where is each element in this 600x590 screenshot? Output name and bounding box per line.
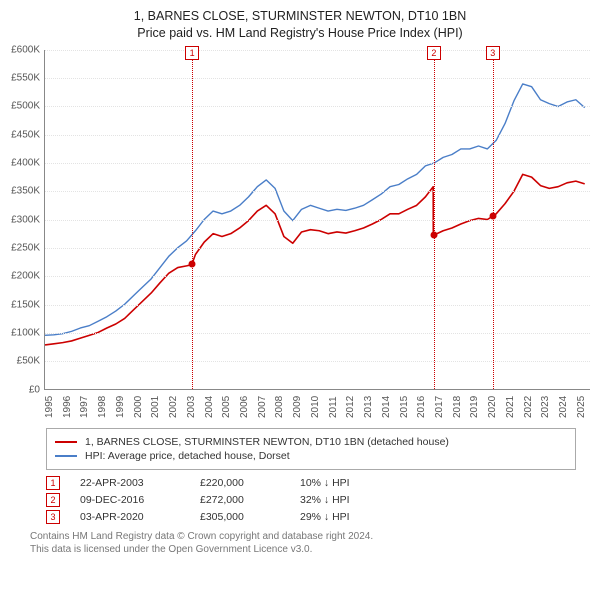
gridline — [45, 305, 590, 306]
x-tick-label: 2007 — [257, 396, 259, 418]
x-tick-label: 2016 — [416, 396, 418, 418]
event-row: 3 03-APR-2020 £305,000 29% ↓ HPI — [46, 510, 576, 524]
x-tick-label: 2024 — [558, 396, 560, 418]
y-tick-label: £0 — [0, 384, 40, 395]
x-tick-label: 2012 — [345, 396, 347, 418]
y-tick-label: £100K — [0, 328, 40, 339]
gridline — [45, 135, 590, 136]
x-tick-label: 2025 — [576, 396, 578, 418]
gridline — [45, 163, 590, 164]
x-tick-label: 2009 — [292, 396, 294, 418]
events-table: 1 22-APR-2003 £220,000 10% ↓ HPI 2 09-DEC-201… — [46, 476, 576, 524]
chart: £0£50K£100K£150K£200K£250K£300K£350K£400… — [30, 50, 590, 420]
x-tick-label: 2015 — [399, 396, 401, 418]
x-tick-label: 1995 — [44, 396, 46, 418]
x-tick-label: 2021 — [505, 396, 507, 418]
series-line — [45, 174, 585, 345]
gridline — [45, 50, 590, 51]
x-tick-label: 2013 — [363, 396, 365, 418]
x-tick-label: 2008 — [274, 396, 276, 418]
event-price: £305,000 — [200, 511, 280, 523]
series-line — [45, 84, 585, 335]
x-tick-label: 1998 — [97, 396, 99, 418]
gridline — [45, 78, 590, 79]
event-diff: 29% ↓ HPI — [300, 511, 390, 523]
legend-label: 1, BARNES CLOSE, STURMINSTER NEWTON, DT1… — [85, 436, 449, 448]
x-tick-label: 2001 — [150, 396, 152, 418]
legend-swatch — [55, 441, 77, 443]
legend: 1, BARNES CLOSE, STURMINSTER NEWTON, DT1… — [46, 428, 576, 470]
x-tick-label: 1999 — [115, 396, 117, 418]
plot-area: 123 — [44, 50, 590, 390]
x-tick-label: 2010 — [310, 396, 312, 418]
event-date: 09-DEC-2016 — [80, 494, 180, 506]
x-tick-label: 2011 — [328, 396, 330, 418]
marker-line — [434, 50, 435, 389]
y-tick-label: £300K — [0, 214, 40, 225]
marker-badge: 1 — [185, 46, 199, 60]
x-axis: 1995 1996 1997 1998 1999 2000 2001 2002 2003 2004… — [44, 390, 590, 420]
x-tick-label: 2006 — [239, 396, 241, 418]
x-tick-label: 2005 — [221, 396, 223, 418]
event-badge: 1 — [46, 476, 60, 490]
x-tick-label: 2023 — [540, 396, 542, 418]
gridline — [45, 220, 590, 221]
x-tick-label: 2020 — [487, 396, 489, 418]
gridline — [45, 248, 590, 249]
y-tick-label: £500K — [0, 101, 40, 112]
x-tick-label: 2002 — [168, 396, 170, 418]
x-tick-label: 2019 — [469, 396, 471, 418]
marker-dot — [189, 261, 196, 268]
y-tick-label: £550K — [0, 73, 40, 84]
event-diff: 32% ↓ HPI — [300, 494, 390, 506]
event-row: 2 09-DEC-2016 £272,000 32% ↓ HPI — [46, 493, 576, 507]
y-tick-label: £350K — [0, 186, 40, 197]
event-row: 1 22-APR-2003 £220,000 10% ↓ HPI — [46, 476, 576, 490]
y-tick-label: £450K — [0, 129, 40, 140]
marker-dot — [489, 212, 496, 219]
x-tick-label: 2018 — [452, 396, 454, 418]
footer-line-2: This data is licensed under the Open Gov… — [30, 543, 590, 557]
event-price: £220,000 — [200, 477, 280, 489]
x-tick-label: 2004 — [204, 396, 206, 418]
legend-swatch — [55, 455, 77, 457]
gridline — [45, 106, 590, 107]
x-tick-label: 2000 — [133, 396, 135, 418]
marker-badge: 2 — [427, 46, 441, 60]
legend-item: 1, BARNES CLOSE, STURMINSTER NEWTON, DT1… — [55, 436, 567, 448]
gridline — [45, 333, 590, 334]
x-tick-label: 1997 — [79, 396, 81, 418]
title-line-1: 1, BARNES CLOSE, STURMINSTER NEWTON, DT1… — [0, 8, 600, 25]
marker-badge: 3 — [486, 46, 500, 60]
y-tick-label: £200K — [0, 271, 40, 282]
title-line-2: Price paid vs. HM Land Registry's House … — [0, 25, 600, 42]
gridline — [45, 276, 590, 277]
x-tick-label: 2017 — [434, 396, 436, 418]
footer: Contains HM Land Registry data © Crown c… — [30, 530, 590, 557]
event-badge: 2 — [46, 493, 60, 507]
y-axis: £0 £50K £100K £150K £200K £250K £300K £350K £400… — [0, 50, 40, 420]
gridline — [45, 361, 590, 362]
event-badge: 3 — [46, 510, 60, 524]
footer-line-1: Contains HM Land Registry data © Crown c… — [30, 530, 590, 544]
y-tick-label: £50K — [0, 356, 40, 367]
marker-line — [192, 50, 193, 389]
gridline — [45, 191, 590, 192]
y-tick-label: £600K — [0, 44, 40, 55]
event-diff: 10% ↓ HPI — [300, 477, 390, 489]
event-date: 03-APR-2020 — [80, 511, 180, 523]
x-tick-label: 2014 — [381, 396, 383, 418]
legend-label: HPI: Average price, detached house, Dors… — [85, 450, 290, 462]
legend-item: HPI: Average price, detached house, Dors… — [55, 450, 567, 462]
x-tick-label: 2003 — [186, 396, 188, 418]
event-date: 22-APR-2003 — [80, 477, 180, 489]
chart-title-block: 1, BARNES CLOSE, STURMINSTER NEWTON, DT1… — [0, 0, 600, 48]
y-tick-label: £250K — [0, 243, 40, 254]
x-tick-label: 1996 — [62, 396, 64, 418]
y-tick-label: £150K — [0, 299, 40, 310]
x-tick-label: 2022 — [523, 396, 525, 418]
event-price: £272,000 — [200, 494, 280, 506]
y-tick-label: £400K — [0, 158, 40, 169]
marker-dot — [430, 231, 437, 238]
